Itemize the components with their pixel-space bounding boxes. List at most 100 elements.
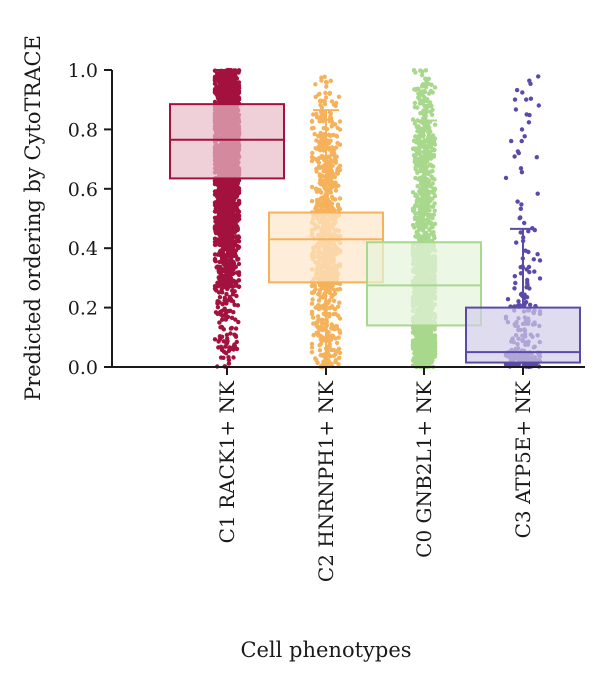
data-point: [228, 264, 233, 269]
data-point: [216, 98, 222, 103]
data-point: [315, 330, 321, 336]
data-point: [337, 196, 343, 201]
data-point: [218, 248, 223, 254]
data-point: [235, 303, 241, 308]
data-point: [330, 196, 336, 201]
data-point: [317, 343, 322, 348]
data-point: [228, 246, 233, 252]
data-point: [214, 224, 219, 230]
data-point: [337, 142, 343, 147]
data-point: [215, 214, 221, 220]
data-point: [321, 126, 326, 131]
data-point: [313, 82, 318, 87]
data-point: [231, 260, 237, 266]
data-point: [427, 351, 432, 356]
data-point: [330, 163, 335, 168]
data-point: [219, 324, 224, 330]
data-point: [319, 283, 324, 288]
data-point: [218, 235, 223, 240]
data-point: [222, 208, 227, 213]
data-point: [335, 125, 340, 131]
data-point: [224, 291, 229, 297]
data-point: [234, 234, 239, 239]
data-point: [327, 201, 332, 206]
data-point: [226, 361, 232, 366]
data-point: [328, 133, 333, 138]
data-point: [419, 329, 424, 334]
data-point: [315, 324, 321, 330]
data-point: [310, 297, 315, 302]
data-point: [328, 78, 333, 84]
data-point: [326, 206, 331, 212]
data-point: [337, 119, 343, 124]
data-point: [309, 345, 315, 350]
data-point: [217, 230, 222, 236]
data-point: [229, 279, 235, 285]
data-point: [215, 237, 220, 242]
data-point: [217, 320, 222, 325]
data-point: [330, 184, 335, 189]
data-point: [333, 352, 338, 357]
data-point: [217, 337, 223, 342]
data-point: [235, 81, 240, 87]
data-point: [221, 212, 226, 218]
data-point: [233, 180, 238, 185]
data-point: [231, 355, 236, 360]
data-point: [335, 170, 341, 176]
data-point: [227, 345, 232, 350]
data-point: [335, 287, 340, 292]
data-point: [314, 166, 319, 172]
data-point: [227, 74, 233, 79]
data-point: [319, 337, 324, 343]
data-point: [316, 92, 321, 97]
data-point: [228, 298, 234, 303]
data-point: [311, 332, 316, 338]
data-point: [233, 334, 239, 339]
data-point: [317, 288, 323, 293]
data-point: [212, 99, 218, 105]
data-point: [414, 327, 420, 332]
data-point: [431, 326, 436, 331]
data-point: [233, 326, 239, 331]
data-point: [333, 311, 338, 317]
data-point: [212, 252, 218, 257]
data-point: [309, 126, 315, 131]
data-point: [221, 255, 227, 261]
data-point: [228, 331, 233, 336]
data-point: [316, 140, 322, 145]
data-point: [233, 75, 239, 80]
data-point: [236, 188, 242, 193]
data-point: [310, 315, 316, 320]
data-point: [222, 70, 227, 75]
data-point: [223, 308, 229, 313]
data-point: [230, 190, 235, 195]
data-point: [219, 286, 224, 292]
data-point: [216, 89, 222, 95]
data-point: [333, 358, 339, 363]
data-point: [311, 321, 316, 326]
data-point: [311, 112, 316, 117]
data-point: [334, 145, 339, 150]
data-point: [219, 199, 225, 204]
data-point: [330, 333, 336, 339]
data-point: [432, 333, 438, 338]
data-point: [414, 341, 420, 347]
data-point: [217, 295, 223, 300]
data-point: [213, 310, 219, 315]
data-point: [217, 281, 222, 287]
data-point: [212, 256, 218, 262]
data-point: [231, 222, 237, 227]
data-point: [228, 242, 234, 248]
data-point: [227, 184, 232, 189]
data-point: [235, 257, 240, 262]
data-point: [218, 309, 223, 315]
data-point: [232, 82, 237, 88]
data-point: [336, 207, 341, 213]
data-point: [315, 314, 321, 319]
data-point: [234, 339, 239, 345]
data-point: [334, 133, 339, 138]
data-point: [236, 239, 242, 244]
data-point: [410, 342, 416, 348]
data-point: [419, 340, 424, 345]
data-point: [315, 360, 320, 365]
